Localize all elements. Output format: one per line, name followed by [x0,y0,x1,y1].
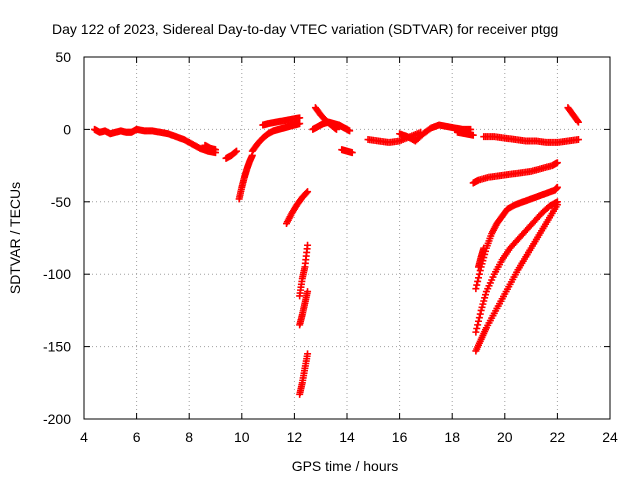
x-tick-label: 6 [133,429,141,445]
data-point [475,274,482,282]
series-arc-b [133,125,219,157]
series-arc-j [296,288,312,329]
data-point [304,188,312,196]
y-tick-label: -50 [51,194,71,210]
data-point [553,183,561,191]
data-point [233,147,241,155]
data-point [472,328,480,336]
series-arc-d [222,147,241,162]
x-axis-label: GPS time / hours [292,458,399,474]
series-arc-e [235,151,256,203]
series-arc-c [201,141,219,154]
data-point [574,136,582,144]
series-arc-q [453,128,477,139]
chart-title: Day 122 of 2023, Sidereal Day-to-day VTE… [52,21,558,37]
y-tick-label: 50 [55,49,71,65]
data-point [296,114,304,122]
data-point [474,321,482,329]
axis-ticks: 4 6 8 10 12 14 16 18 20 22 24 -200 -150 -100 -50 0 50 [43,49,618,445]
y-tick-label: 0 [63,121,71,137]
series-arc-s [564,104,582,126]
series-arc-v [472,198,561,336]
series-arc-r [480,133,582,146]
series-arc-i [296,241,312,300]
data-point [473,325,481,332]
plot-frame [83,56,611,420]
x-tick-label: 18 [444,429,460,445]
data-point [475,314,483,322]
data-point [469,131,477,139]
data-point [479,300,487,308]
data-point [482,291,490,299]
series-arc-a [91,125,141,138]
data-point [348,149,356,157]
data-point [480,297,488,305]
x-tick-label: 4 [80,429,88,445]
data-point [476,267,484,275]
series-arc-h [283,188,312,228]
x-tick-label: 8 [185,429,193,445]
data-point [553,159,561,167]
data-point [332,125,340,133]
data-point [474,277,482,285]
grid-lines [84,57,610,419]
y-axis-label: SDTVAR / TECUs [7,182,23,294]
data-point [472,285,480,293]
data-point [481,294,489,302]
series-arc-t [469,159,561,187]
data-point [304,350,312,358]
y-tick-label: -100 [43,266,71,282]
data-point [478,303,486,311]
data-point [477,306,485,314]
data-point [303,189,311,197]
x-tick-label: 14 [339,429,355,445]
series-arc-x [475,244,488,271]
x-tick-label: 20 [497,429,513,445]
series-arc-f [248,120,304,155]
y-tick-label: -200 [43,411,71,427]
series-arc-m [311,104,340,133]
data-point [475,270,483,278]
x-tick-label: 22 [550,429,566,445]
x-tick-label: 12 [287,429,303,445]
series-arc-n [338,146,356,157]
x-tick-label: 10 [234,429,250,445]
data-point [480,244,488,252]
y-tick-label: -150 [43,339,71,355]
data-point [473,281,481,289]
series-arc-w [472,201,561,355]
data-point [346,127,354,135]
data-point [304,288,312,296]
data-point [475,317,482,325]
data-points [91,104,582,398]
series-arc-g [259,114,304,129]
series-arc-k [296,350,312,398]
x-tick-label: 16 [392,429,408,445]
data-point [574,118,582,126]
data-point [212,146,219,154]
data-point [574,117,582,125]
data-point [476,310,484,318]
x-tick-label: 24 [602,429,618,445]
data-point [304,241,312,249]
data-point [553,201,561,209]
